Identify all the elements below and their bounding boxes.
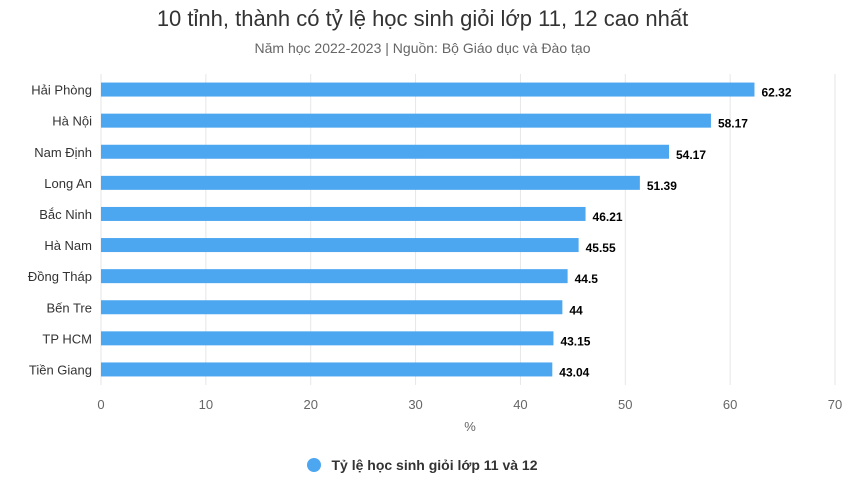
chart-subtitle: Năm học 2022-2023 | Nguồn: Bộ Giáo dục v… — [254, 40, 591, 56]
data-label: 62.32 — [761, 86, 791, 100]
bar[interactable] — [101, 206, 586, 221]
bar[interactable] — [101, 175, 640, 190]
y-tick-label: Hà Nam — [44, 238, 92, 253]
x-tick-label: 70 — [828, 397, 842, 412]
bar[interactable] — [101, 144, 670, 159]
y-tick-label: TP HCM — [42, 331, 92, 346]
x-tick-label: 40 — [513, 397, 527, 412]
bar[interactable] — [101, 269, 568, 284]
bar[interactable] — [101, 331, 554, 346]
data-label: 54.17 — [676, 148, 706, 162]
y-tick-label: Long An — [44, 176, 92, 191]
data-label: 44.5 — [575, 272, 599, 286]
x-axis-label: % — [464, 419, 476, 434]
data-label: 58.17 — [718, 117, 748, 131]
x-tick-label: 30 — [408, 397, 422, 412]
data-label: 51.39 — [647, 179, 677, 193]
y-tick-label: Tiền Giang — [29, 362, 92, 377]
data-label: 43.04 — [559, 365, 589, 379]
y-tick-label: Bắc Ninh — [39, 207, 92, 222]
x-tick-label: 20 — [303, 397, 317, 412]
data-label: 44 — [569, 303, 583, 317]
bar[interactable] — [101, 238, 579, 253]
data-label: 46.21 — [593, 210, 623, 224]
y-tick-label: Hải Phòng — [31, 83, 92, 98]
legend-marker-icon — [307, 458, 322, 472]
y-tick-label: Hà Nội — [52, 114, 92, 129]
chart-title: 10 tỉnh, thành có tỷ lệ học sinh giỏi lớ… — [156, 6, 689, 31]
data-label: 45.55 — [586, 241, 616, 255]
x-tick-label: 60 — [723, 397, 737, 412]
x-tick-label: 0 — [97, 397, 104, 412]
bar[interactable] — [101, 362, 553, 377]
y-tick-label: Nam Định — [34, 145, 92, 160]
y-tick-label: Đồng Tháp — [28, 269, 92, 284]
legend: Tỷ lệ học sinh giỏi lớp 11 và 12 — [0, 457, 845, 473]
legend-item[interactable]: Tỷ lệ học sinh giỏi lớp 11 và 12 — [307, 457, 538, 473]
x-tick-label: 50 — [618, 397, 632, 412]
bar[interactable] — [101, 82, 755, 97]
bar[interactable] — [101, 113, 711, 128]
bar[interactable] — [101, 300, 563, 315]
data-label: 43.15 — [560, 334, 590, 348]
y-tick-label: Bến Tre — [46, 300, 92, 315]
legend-label: Tỷ lệ học sinh giỏi lớp 11 và 12 — [331, 457, 538, 473]
x-tick-label: 10 — [199, 397, 213, 412]
